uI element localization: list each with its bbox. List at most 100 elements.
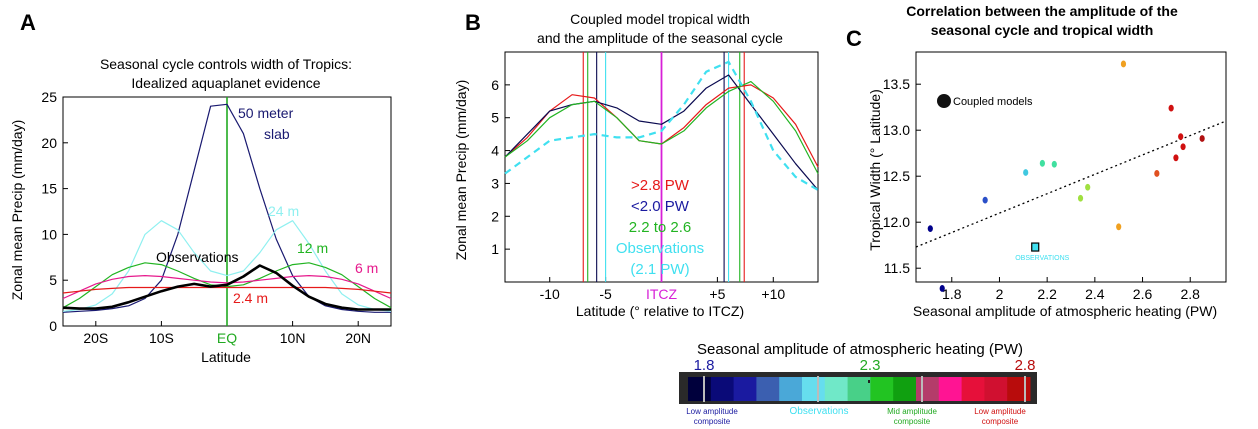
colorbar-caption-obs: Observations: [790, 406, 849, 417]
panel-b-series-2-2-to-2-6: [504, 81, 819, 174]
panel-b-series-2-0-pw: [504, 74, 819, 191]
panel-a-ylabel: Zonal mean Precip (mm/day): [9, 120, 25, 301]
colorbar-cell-4: [779, 377, 803, 401]
colorbar-marker-2-8: [1024, 376, 1026, 402]
panel-b-ytick-label-5: 5: [491, 110, 499, 126]
panel-a-series-24-m: [62, 220, 392, 312]
colorbar-cell-3: [756, 377, 780, 401]
panel-c-point-14: [1180, 143, 1186, 151]
colorbar-cell-10: [916, 377, 940, 401]
panel-c-point-8: [1116, 223, 1122, 231]
panel-c-ytick-label-13: 13.0: [883, 122, 910, 138]
panel-a-series-2-4-m: [62, 286, 392, 294]
colorbar-marker-obs: [817, 376, 819, 402]
panel-a-label-observations: Observations: [156, 249, 238, 265]
panel-c-xlabel: Seasonal amplitude of atmospheric heatin…: [913, 303, 1217, 319]
panel-b-xlabel: Latitude (° relative to ITCZ): [576, 303, 744, 319]
panel-b-series-observations-2-1-pw: [504, 60, 819, 191]
colorbar-marker-2-3: [868, 380, 870, 383]
panel-a-label-50m-line2: slab: [264, 126, 290, 142]
panel-a-title-line-2: Idealized aquaplanet evidence: [131, 75, 320, 91]
panel-c-point-7: [1085, 183, 1091, 191]
panel-c-axes-frame: [915, 51, 1227, 283]
panel-c-plot: 1.8 2 2.2 2.4 2.6 2.8 11.5 12.0 12.5 13.0 13.5: [883, 51, 1227, 302]
panel-a-series-50-meter-slab: [62, 103, 391, 313]
panel-c-title-line-1: Correlation between the amplitude of the: [906, 3, 1178, 19]
panel-b-xtick-label-10: -10: [540, 286, 560, 302]
panel-c-ytick-label-13-5: 13.5: [883, 76, 910, 92]
panel-a-ytick-label-20: 20: [41, 135, 57, 151]
panel-c-point-1: [939, 285, 945, 292]
panel-a-xtick-label-10n: 10N: [280, 330, 306, 346]
colorbar-marker-1-8: [703, 376, 705, 402]
panel-a-ytick-label-10: 10: [41, 226, 57, 242]
colorbar-cell-0: [688, 377, 712, 401]
colorbar-caption-high-line1: Low amplitude: [974, 407, 1026, 416]
panel-b: Coupled model tropical width and the amp…: [453, 11, 819, 319]
panel-c-xtick-label-1-8: 1.8: [942, 286, 962, 302]
panel-b-xtick-label-10: +10: [761, 286, 785, 302]
panel-c-point-10: [1154, 170, 1160, 177]
panel-c-legend-label: Coupled models: [953, 96, 1033, 108]
panel-c-xtick-label-2-8: 2.8: [1180, 286, 1200, 302]
panel-c-xtick-label-2: 2: [996, 286, 1004, 302]
panel-b-xtick-label-5: +5: [709, 286, 725, 302]
panel-a-xtick-label-20s: 20S: [83, 330, 108, 346]
panel-a-xtick-label-10s: 10S: [149, 330, 174, 346]
panel-c-ytick-label-12: 12.0: [883, 214, 910, 230]
panel-a-label-2-4m: 2.4 m: [233, 290, 268, 306]
panel-c-observations-label: OBSERVATIONS: [1015, 255, 1069, 262]
panel-a-ytick-label-25: 25: [41, 89, 57, 105]
panel-b-title-line-1: Coupled model tropical width: [570, 11, 750, 27]
panel-c-letter: C: [846, 26, 862, 51]
colorbar-cell-2: [733, 377, 757, 401]
panel-a-series-6-m: [62, 275, 392, 300]
panel-a-xlabel: Latitude: [201, 349, 251, 365]
panel-b-ytick-label-6: 6: [491, 77, 499, 93]
panel-c-title-line-2: seasonal cycle and tropical width: [931, 22, 1154, 38]
panel-a-title-line-1: Seasonal cycle controls width of Tropics…: [100, 56, 352, 72]
panel-a-series-observations: [62, 264, 391, 311]
colorbar-marker-mid: [921, 376, 923, 402]
panel-c-xtick-label-2-4: 2.4: [1085, 286, 1105, 302]
panel-b-xtick-label-itcz: ITCZ: [646, 286, 678, 302]
panel-a-label-24m: 24 m: [268, 203, 299, 219]
panel-a-label-50m-line1: 50 meter: [238, 105, 294, 121]
panel-c-point-13: [1178, 133, 1184, 141]
panel-c-point-2: [982, 196, 988, 204]
colorbar-cell-9: [893, 377, 917, 401]
colorbar-cell-13: [984, 377, 1008, 401]
panel-c-ytick-label-11-5: 11.5: [884, 260, 910, 276]
panel-b-title-line-2: and the amplitude of the seasonal cycle: [537, 30, 783, 46]
colorbar-caption-low-line2: composite: [694, 417, 731, 426]
colorbar-tick-2-3: 2.3: [860, 357, 881, 374]
colorbar-tick-2-8: 2.8: [1015, 357, 1036, 374]
panel-c-point-4: [1039, 159, 1045, 167]
panel-c-point-11: [1168, 104, 1174, 112]
colorbar-cell-7: [847, 377, 871, 401]
panel-c-point-6: [1077, 194, 1084, 202]
panel-c: Correlation between the amplitude of the…: [867, 3, 1227, 319]
panel-c-xtick-label-2-6: 2.6: [1133, 286, 1153, 302]
panel-c-point-0: [927, 225, 933, 233]
panel-b-ytick-label-1: 1: [491, 241, 499, 257]
panel-b-legend-mid: 2.2 to 2.6: [629, 219, 692, 236]
panel-a-xtick-label-eq: EQ: [217, 330, 237, 346]
panel-a-series-12-m: [62, 262, 392, 309]
panel-c-ytick-label-12-5: 12.5: [883, 168, 910, 184]
colorbar-cell-12: [961, 377, 985, 401]
colorbar-cell-14: [1007, 377, 1031, 401]
colorbar-cell-11: [938, 377, 963, 401]
colorbar-cells: [688, 377, 1031, 401]
panel-a-ytick-label-0: 0: [49, 318, 57, 334]
colorbar-caption-mid-line1: Mid amplitude: [887, 407, 937, 416]
panel-b-legend-high: >2.8 PW: [631, 177, 690, 194]
panel-b-legend-obs-value: (2.1 PW): [630, 261, 689, 278]
colorbar-cell-5: [802, 377, 826, 401]
colorbar-title: Seasonal amplitude of atmospheric heatin…: [697, 341, 1023, 358]
panel-c-xtick-label-2-2: 2.2: [1037, 286, 1057, 302]
panel-b-ytick-label-2: 2: [491, 208, 499, 224]
colorbar-cell-6: [824, 377, 849, 401]
panel-c-observation-marker: [1031, 242, 1040, 252]
